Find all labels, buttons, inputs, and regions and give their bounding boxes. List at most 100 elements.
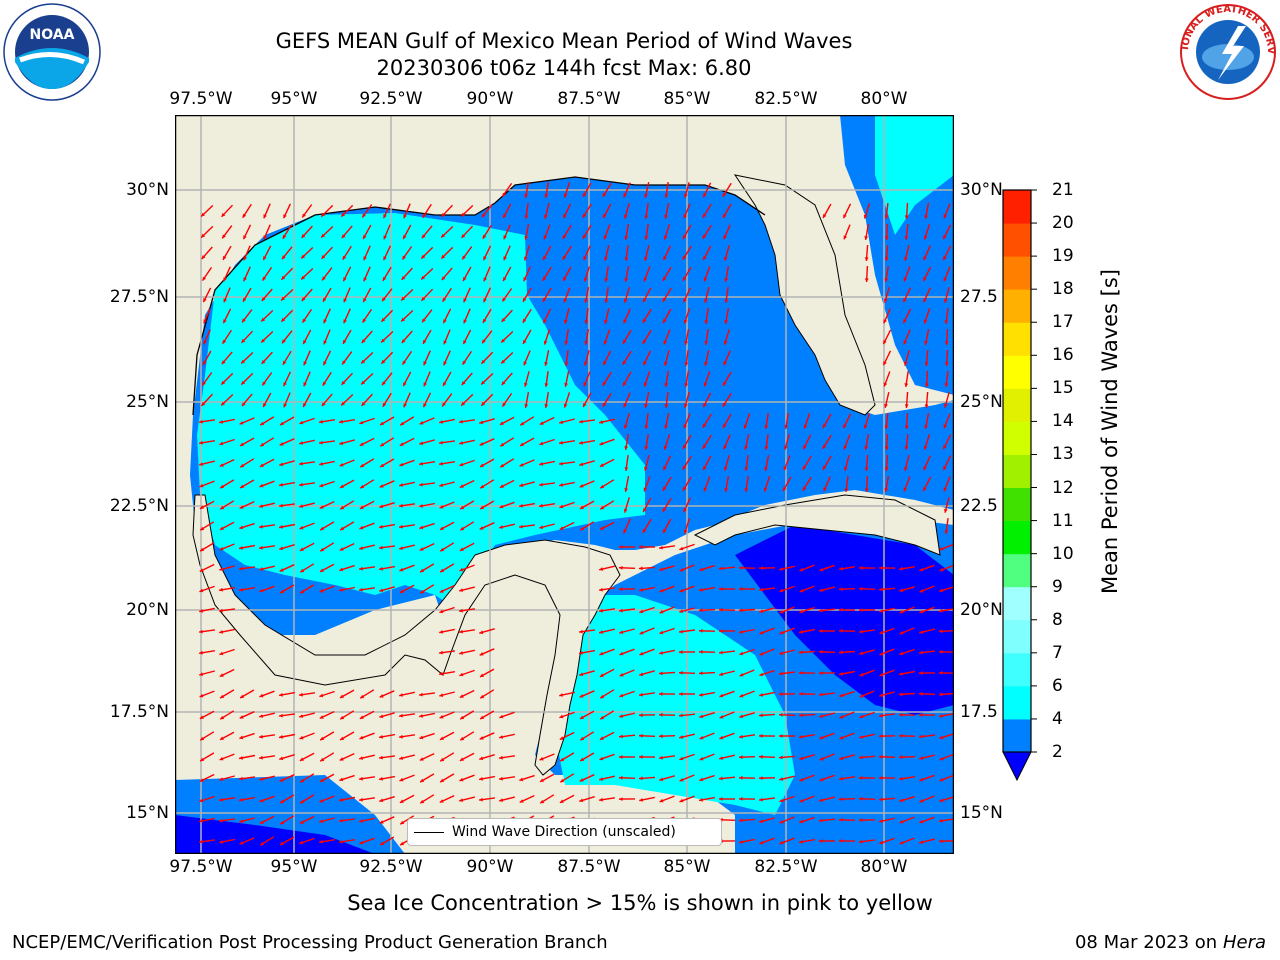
wind-arrow-head [799,609,804,614]
wind-arrow-head [859,714,864,719]
wind-arrow-head [459,608,463,613]
wind-arrow-head [463,319,467,324]
footer-date: 08 Mar 2023 on [1074,932,1218,953]
colorbar-segment [1003,454,1031,489]
wind-arrow-head [899,588,904,593]
lat-tick-right: 17.5 [960,702,998,722]
wind-arrow-head [439,630,443,634]
wind-arrow-head [579,672,584,677]
wind-arrow-head [219,546,224,551]
wind-arrow-head [719,756,724,760]
wind-arrow-head [859,776,863,780]
wind-arrow-head [459,419,463,424]
wind-arrow-head [779,692,783,696]
wind-arrow-head [603,235,608,240]
footer-host: Hera [1222,932,1266,953]
lon-tick-top: 85°W [663,89,711,109]
wind-arrow-head [479,652,484,656]
wind-arrow-head [579,440,583,445]
wind-arrow-head [663,319,667,323]
wind-arrow-head [644,404,648,408]
wind-arrow-head [480,463,484,467]
wind-arrow-head [319,462,323,466]
wind-arrow-head [339,567,344,572]
wind-arrow-head [200,757,205,762]
wind-arrow-head [380,463,385,467]
wind-arrow-head [662,297,667,302]
wind-arrow-head [360,694,365,699]
wind-arrow-head [524,236,528,240]
wind-arrow-head [579,650,583,655]
wind-arrow-head [320,547,325,552]
wind-arrow-head [359,546,364,550]
wind-arrow-head [259,777,263,781]
wind-arrow-head [280,589,285,593]
wind-arrow-head [481,359,486,364]
wind-arrow-head [539,525,544,529]
wind-arrow-head [702,444,707,449]
wind-arrow-head [544,214,548,219]
wind-arrow-head [479,630,484,635]
wind-arrow-head [943,424,948,429]
wind-arrow-head [823,214,827,218]
wind-arrow-head [642,528,647,533]
wind-arrow-head [923,256,927,261]
wind-arrow-head [943,487,948,492]
wind-arrow-head [419,692,423,697]
wind-arrow-head [340,736,345,740]
wind-arrow-head [499,798,504,802]
wind-arrow-head [664,194,669,198]
wind-arrow-head [259,567,263,571]
wind-arrow-head [643,508,647,513]
wind-arrow-head [459,588,464,592]
wind-arrow-head [779,734,783,738]
wind-arrow-head [359,797,363,802]
yucatan-land [192,494,621,776]
wind-arrow-head [659,651,663,655]
wind-arrow-head [943,235,947,240]
wind-arrow-head [460,736,465,741]
wind-arrow-head [243,235,247,240]
wind-arrow-head [859,755,863,760]
wind-arrow-head [363,277,367,282]
lon-tick-top: 92.5°W [359,89,423,109]
wind-arrow-head [644,446,649,450]
wind-arrow-head [919,734,923,739]
wind-arrow-head [839,818,843,822]
wind-arrow-head [302,213,306,218]
wind-arrow-head [343,277,347,282]
wind-arrow-head [859,566,863,570]
wind-arrow-head [199,650,203,655]
wind-arrow-head [723,445,727,450]
wind-arrow-head [662,486,667,491]
wind-arrow-head [819,839,823,843]
wind-arrow-head [659,734,663,739]
wind-arrow-head [222,339,227,344]
wind-arrow-head [562,255,567,260]
wind-arrow-head [584,320,589,324]
lat-tick-left: 17.5°N [109,702,169,722]
wind-arrow-head [443,382,447,386]
wind-arrow-head [679,713,683,718]
wind-arrow-head [201,212,205,217]
wind-arrow-head [939,756,944,761]
wind-arrow-head [459,462,464,467]
wind-arrow-head [421,234,426,239]
wind-arrow-head [499,421,504,425]
lat-tick-left: 20°N [126,600,169,620]
wind-arrow-head [644,194,648,198]
wind-arrow-head [323,340,327,345]
wind-arrow-head [502,402,506,407]
wind-arrow-head [279,692,283,697]
wind-arrow-head [200,547,205,552]
wind-arrow-head [300,568,305,573]
wind-arrow-head [759,776,763,780]
wind-arrow-head [703,403,707,408]
wind-arrow-head [923,235,928,240]
wind-arrow-head [239,525,244,530]
wind-arrow-head [739,840,743,844]
wind-arrow-head [279,482,283,487]
wind-arrow-head [259,524,263,529]
wind-arrow-head [779,755,783,760]
wind-arrow-head [599,736,604,740]
